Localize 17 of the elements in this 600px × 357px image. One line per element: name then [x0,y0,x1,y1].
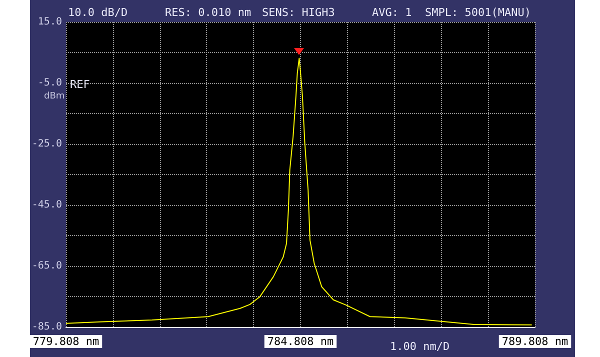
y-tick-label: -25.0 [32,138,62,150]
text: SMPL: 5001(MANU) [425,6,531,19]
x-tick-label: 779.808 nm [32,335,100,348]
y-axis-title: dBm [44,92,65,102]
y-tick-label: -85.0 [32,322,62,332]
y-tick-label: 15.0 [38,16,62,28]
y-tick-label: -5.0 [38,78,62,88]
text: 10.0 dB/D [68,6,128,19]
text: RES: 0.010 nm [165,6,252,19]
text: AVG: 1 [372,6,412,19]
text: 1.00 nm/D [390,340,450,353]
y-tick-label: -65.0 [32,260,62,272]
line-series [66,58,532,326]
text: SENS: HIGH3 [262,6,335,19]
y-tick-label: -45.0 [32,200,62,210]
x-tick-label: 784.808 nm [267,335,334,348]
x-tick-label: 789.808 nm [502,335,568,348]
